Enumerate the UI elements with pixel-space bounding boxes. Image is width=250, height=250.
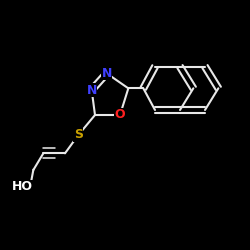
Text: O: O (115, 108, 125, 122)
Text: HO: HO (12, 180, 33, 193)
Text: S: S (74, 128, 83, 141)
Text: N: N (102, 67, 112, 80)
Text: N: N (86, 84, 97, 96)
